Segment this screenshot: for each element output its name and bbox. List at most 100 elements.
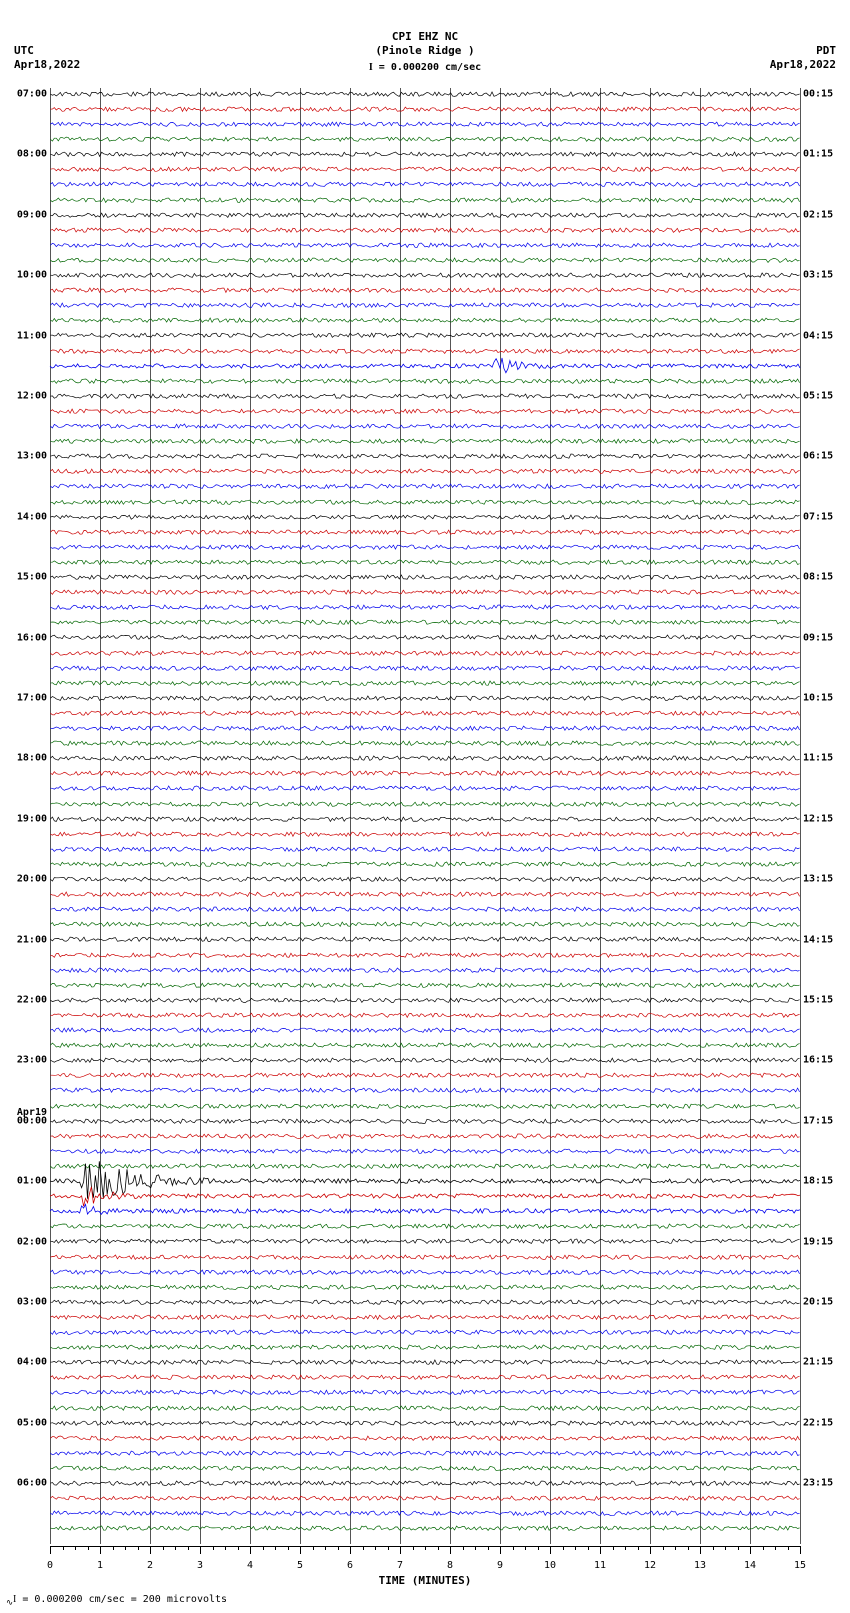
seismic-trace [50,588,800,596]
local-time-label: 07:15 [803,511,833,522]
local-time-label: 09:15 [803,632,833,643]
x-tick-label: 9 [497,1560,503,1571]
utc-time-label: 19:00 [17,813,47,824]
x-minor-tick [638,1546,639,1550]
seismic-trace [50,1404,800,1412]
local-time-label: 23:15 [803,1478,833,1489]
utc-time-label: 20:00 [17,874,47,885]
seismic-trace [50,724,800,732]
x-axis-label: TIME (MINUTES) [379,1574,472,1587]
x-minor-tick [713,1546,714,1550]
x-minor-tick [475,1546,476,1550]
utc-time-label: 22:00 [17,995,47,1006]
seismic-trace [50,256,800,264]
seismic-trace [50,769,800,777]
x-minor-tick [325,1546,326,1550]
seismic-trace [50,1117,800,1125]
seismic-trace [50,392,800,400]
seismic-trace [50,1419,800,1427]
x-minor-tick [488,1546,489,1550]
seismic-trace [50,603,800,611]
x-tick-mark [150,1546,151,1554]
x-tick-mark [800,1546,801,1554]
x-minor-tick [538,1546,539,1550]
seismic-trace [50,1253,800,1261]
seismic-trace [50,316,800,324]
x-minor-tick [238,1546,239,1550]
x-tick-label: 0 [47,1560,53,1571]
utc-time-label: 03:00 [17,1297,47,1308]
x-minor-tick [63,1546,64,1550]
scale-bar-icon: I [369,62,373,73]
helicorder-plot: 07:0008:0009:0010:0011:0012:0013:0014:00… [50,88,800,1544]
x-minor-tick [275,1546,276,1550]
seismic-trace [50,754,800,762]
seismic-trace [50,105,800,113]
seismic-trace [50,830,800,838]
x-tick-label: 10 [544,1560,556,1571]
x-minor-tick [338,1546,339,1550]
seismic-trace [50,905,800,913]
x-tick-mark [350,1546,351,1554]
seismic-trace [50,694,800,702]
x-minor-tick [138,1546,139,1550]
seismic-trace [50,573,800,581]
local-time-label: 01:15 [803,149,833,160]
seismic-trace [50,1524,800,1532]
seismic-trace [50,452,800,460]
utc-time-label: 06:00 [17,1478,47,1489]
seismic-trace [50,1237,800,1245]
local-time-label: 22:15 [803,1417,833,1428]
local-time-label: 18:15 [803,1176,833,1187]
utc-time-label: 04:00 [17,1357,47,1368]
local-time-label: 20:15 [803,1297,833,1308]
utc-time-label: 02:00 [17,1236,47,1247]
local-time-label: 19:15 [803,1236,833,1247]
x-minor-tick [675,1546,676,1550]
x-minor-tick [113,1546,114,1550]
x-tick-mark [650,1546,651,1554]
utc-time-label: 17:00 [17,693,47,704]
x-tick-mark [250,1546,251,1554]
date-left-label: Apr18,2022 [14,58,80,71]
seismic-trace [50,1449,800,1457]
local-time-label: 04:15 [803,330,833,341]
seismic-trace [50,709,800,717]
seismogram-container: UTC Apr18,2022 PDT Apr18,2022 CPI EHZ NC… [0,0,850,1613]
x-minor-tick [738,1546,739,1550]
utc-time-label: 16:00 [17,632,47,643]
seismic-trace [50,845,800,853]
x-tick-mark [400,1546,401,1554]
seismic-trace [50,407,800,415]
seismic-trace [50,1388,800,1396]
seismic-trace [50,211,800,219]
seismic-trace [50,951,800,959]
x-minor-tick [688,1546,689,1550]
seismic-trace [50,180,800,188]
seismic-trace [50,1358,800,1366]
utc-time-label: 12:00 [17,391,47,402]
header: CPI EHZ NC (Pinole Ridge ) I = 0.000200 … [0,0,850,73]
seismic-trace [50,875,800,883]
seismic-trace [50,1464,800,1472]
seismic-trace [50,981,800,989]
x-minor-tick [725,1546,726,1550]
local-time-label: 14:15 [803,934,833,945]
x-tick-label: 2 [147,1560,153,1571]
seismic-trace [50,996,800,1004]
seismic-trace [50,271,800,279]
local-time-label: 00:15 [803,89,833,100]
seismic-trace [50,1479,800,1487]
seismic-trace [50,528,800,536]
x-minor-tick [313,1546,314,1550]
seismic-trace [50,649,800,657]
x-minor-tick [188,1546,189,1550]
local-time-label: 05:15 [803,391,833,402]
utc-time-label: 15:00 [17,572,47,583]
x-minor-tick [413,1546,414,1550]
x-tick-mark [750,1546,751,1554]
utc-time-label: 07:00 [17,89,47,100]
x-tick-label: 1 [97,1560,103,1571]
seismic-trace [50,800,800,808]
scale-reference: I = 0.000200 cm/sec [0,62,850,73]
